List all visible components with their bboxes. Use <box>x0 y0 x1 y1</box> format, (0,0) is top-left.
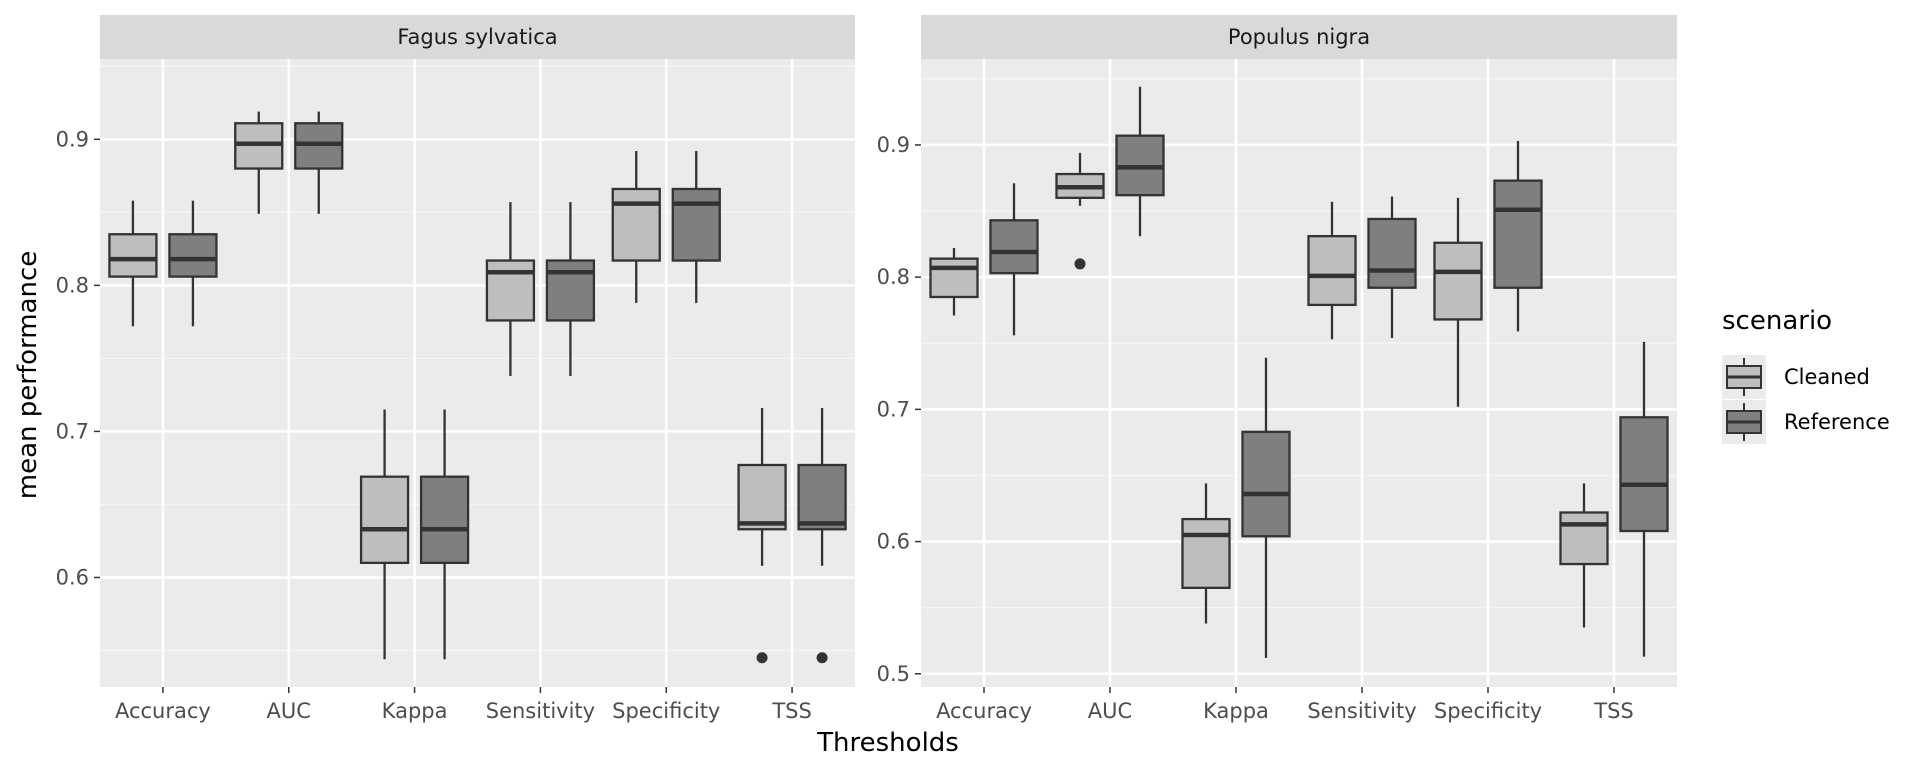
legend: scenario Cleaned Reference <box>1722 306 1890 444</box>
box <box>419 409 470 660</box>
box-body <box>797 463 847 531</box>
series-cleaned <box>108 111 787 664</box>
box <box>1055 152 1105 270</box>
y-tick-label: 0.7 <box>877 397 910 421</box>
box <box>485 202 536 376</box>
box <box>1181 483 1231 624</box>
x-tick-label: AUC <box>1088 699 1132 723</box>
facet-panel: Populus nigra 0.5 0.6 0.7 0.8 0.9 Accuracy AUC K… <box>877 15 1677 723</box>
box-body <box>1433 241 1483 321</box>
outlier-point <box>756 652 768 664</box>
x-tick-label: Sensitivity <box>486 699 595 723</box>
panel-background <box>921 59 1677 687</box>
y-tick-label: 0.9 <box>877 133 910 157</box>
box <box>1241 357 1291 658</box>
legend-entry: Reference <box>1722 400 1890 444</box>
facet-title: Fagus sylvatica <box>397 25 557 49</box>
box-body <box>671 187 721 262</box>
facet-strip <box>100 15 855 59</box>
box-body <box>359 475 410 565</box>
x-tick-label: Sensitivity <box>1307 699 1416 723</box>
box <box>1367 196 1417 338</box>
box <box>989 183 1039 336</box>
legend-label: Cleaned <box>1784 365 1870 389</box>
facet-panels: Fagus sylvatica 0.6 0.7 0.8 0.9 Accuracy AUC Ka… <box>56 15 1677 723</box>
box-body <box>545 259 596 322</box>
panel-background <box>100 59 855 687</box>
box <box>1619 341 1669 657</box>
x-tick-label: Specificity <box>612 699 720 723</box>
box <box>671 151 721 303</box>
box <box>1559 483 1609 628</box>
outlier-point <box>1074 258 1086 270</box>
x-tick-label: TSS <box>1593 699 1634 723</box>
legend-label: Reference <box>1784 410 1890 434</box>
series-reference <box>168 111 847 664</box>
box <box>611 151 661 303</box>
box-body <box>1241 430 1291 538</box>
y-tick-label: 0.6 <box>877 530 910 554</box>
box-body <box>611 187 661 262</box>
x-tick-label: Kappa <box>382 699 448 723</box>
x-tick-label: Accuracy <box>115 699 211 723</box>
box-body <box>1493 179 1543 289</box>
facet-panel: Fagus sylvatica 0.6 0.7 0.8 0.9 Accuracy AUC Ka… <box>56 15 855 723</box>
box <box>545 202 596 376</box>
box <box>1115 86 1165 237</box>
legend-entry: Cleaned <box>1722 355 1870 399</box>
facet-strip <box>921 15 1677 59</box>
y-tick-label: 0.8 <box>56 273 89 297</box>
y-tick-label: 0.6 <box>56 565 89 589</box>
facet-title: Populus nigra <box>1228 25 1370 49</box>
box-body <box>168 233 218 278</box>
box <box>294 111 344 214</box>
box <box>1493 140 1543 332</box>
box <box>929 248 979 316</box>
y-tick-label: 0.9 <box>56 127 89 151</box>
box <box>797 408 847 664</box>
series-cleaned <box>929 152 1609 628</box>
series-reference <box>989 86 1669 658</box>
x-tick-label: Specificity <box>1434 699 1542 723</box>
box-body <box>1367 217 1417 289</box>
box <box>737 408 787 664</box>
legend-title: scenario <box>1722 306 1832 336</box>
box-body <box>419 475 470 565</box>
box-body <box>1181 517 1231 589</box>
box-body <box>737 463 787 531</box>
box-body <box>485 259 536 322</box>
x-axis-title: Thresholds <box>816 728 959 758</box>
box-body <box>1619 416 1669 533</box>
box <box>1307 201 1357 340</box>
y-axis-title: mean performance <box>13 251 43 500</box>
y-tick-label: 0.5 <box>877 662 910 686</box>
box-body <box>929 257 979 299</box>
box <box>359 409 410 660</box>
box <box>168 200 218 327</box>
box-body <box>989 219 1039 275</box>
x-tick-label: Kappa <box>1203 699 1269 723</box>
outlier-point <box>816 652 828 664</box>
box <box>108 200 158 327</box>
x-tick-label: Accuracy <box>936 699 1032 723</box>
y-tick-label: 0.8 <box>877 265 910 289</box>
y-tick-label: 0.7 <box>56 419 89 443</box>
x-tick-label: TSS <box>771 699 812 723</box>
box-body <box>1307 235 1357 307</box>
box-body <box>108 233 158 278</box>
box <box>1433 197 1483 407</box>
x-tick-label: AUC <box>267 699 311 723</box>
box-body <box>1559 511 1609 566</box>
box <box>234 111 284 214</box>
